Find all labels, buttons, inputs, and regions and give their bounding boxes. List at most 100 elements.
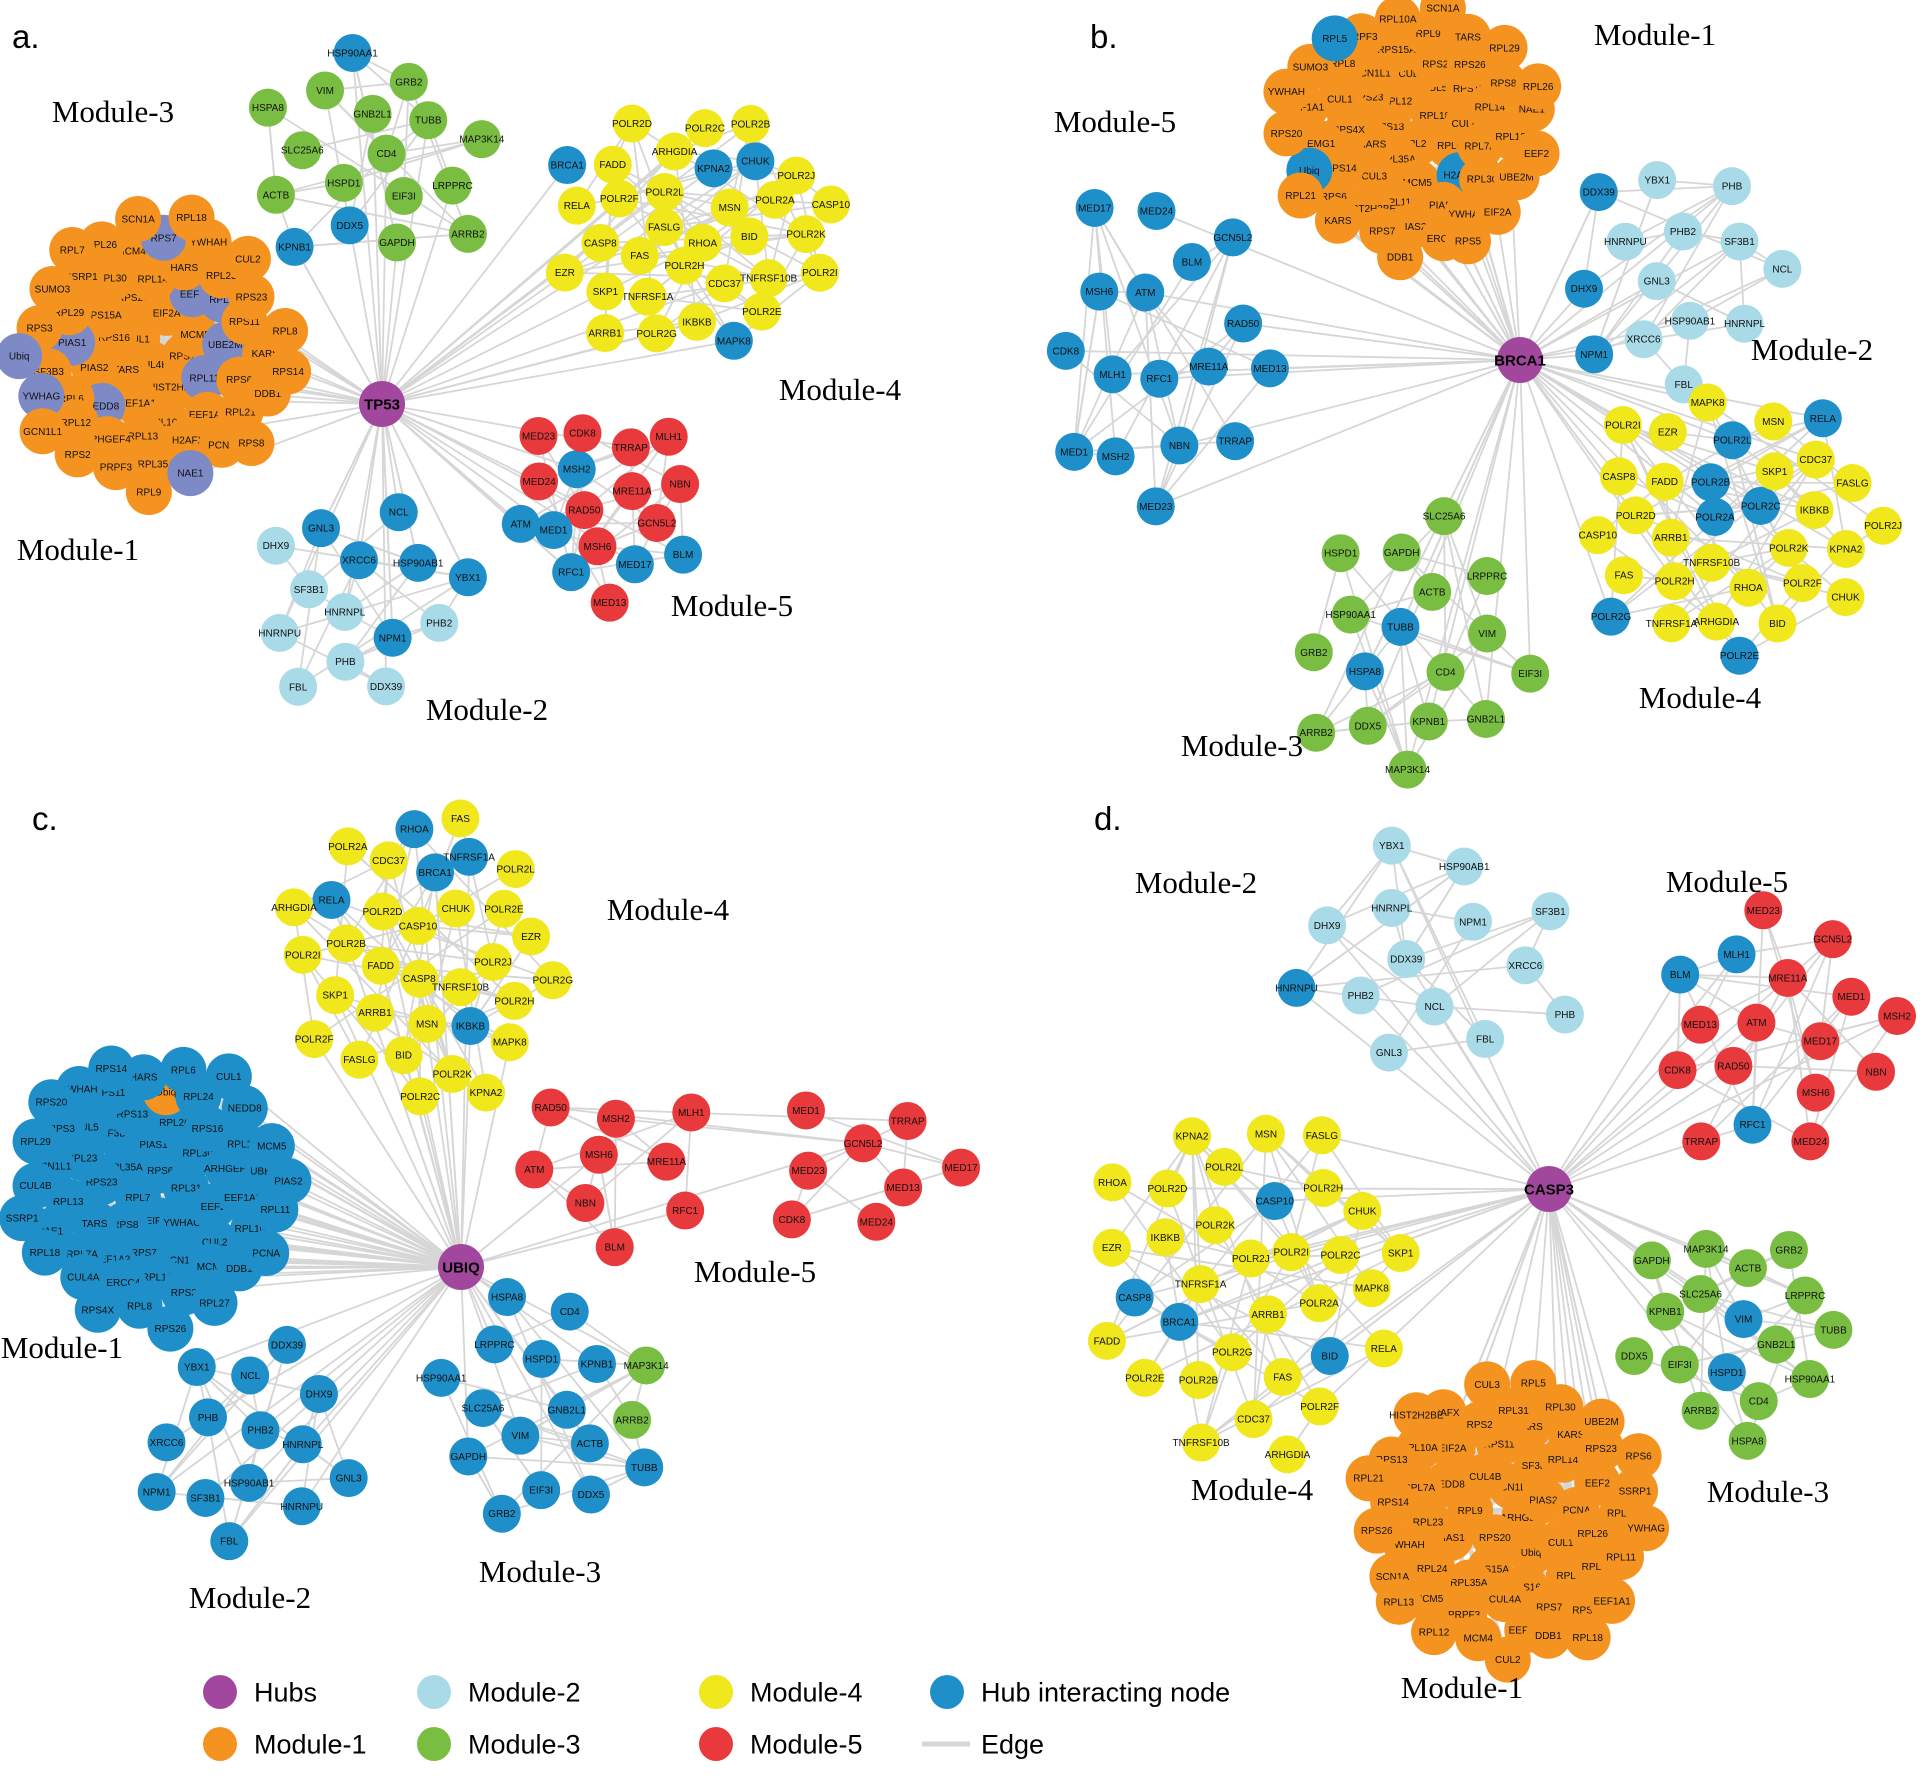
node-RELA[interactable] xyxy=(558,187,596,225)
node-RAD50[interactable] xyxy=(1714,1047,1752,1085)
node-MED24[interactable] xyxy=(857,1203,895,1241)
node-POLR2F[interactable] xyxy=(600,180,638,218)
node-EIF3I[interactable] xyxy=(385,177,423,215)
node-CASP10[interactable] xyxy=(1256,1182,1294,1220)
node-SKP1[interactable] xyxy=(1756,452,1794,490)
node-POLR2J[interactable] xyxy=(1232,1240,1270,1278)
node-MED13[interactable] xyxy=(1681,1006,1719,1044)
node-RPL27[interactable] xyxy=(191,1280,237,1326)
node-GRB2[interactable] xyxy=(390,63,428,101)
node-IKBKB[interactable] xyxy=(1795,491,1833,529)
node-GNL3[interactable] xyxy=(1638,262,1676,300)
node-FAS[interactable] xyxy=(1605,556,1643,594)
node-MAP3K14[interactable] xyxy=(1389,751,1427,789)
node-RPL12[interactable] xyxy=(1411,1609,1457,1655)
node-MSH6[interactable] xyxy=(1797,1074,1835,1112)
node-POLR2I[interactable] xyxy=(1272,1233,1310,1271)
node-MSH2[interactable] xyxy=(1097,437,1135,475)
node-VIM[interactable] xyxy=(1468,615,1506,653)
node-CASP10[interactable] xyxy=(1579,516,1617,554)
node-MSN[interactable] xyxy=(1754,402,1792,440)
node-POLR2K[interactable] xyxy=(433,1055,471,1093)
node-DDB1[interactable] xyxy=(1377,234,1423,280)
node-UBE2M[interactable] xyxy=(1579,1399,1625,1445)
node-DHX9[interactable] xyxy=(300,1375,338,1413)
node-PHB[interactable] xyxy=(1546,996,1584,1034)
node-BID[interactable] xyxy=(730,217,768,255)
node-POLR2E[interactable] xyxy=(1126,1359,1164,1397)
node-HSPD1[interactable] xyxy=(325,164,363,202)
node-DDX5[interactable] xyxy=(572,1476,610,1514)
node-FAS[interactable] xyxy=(1264,1358,1302,1396)
node-HSPA8[interactable] xyxy=(488,1278,526,1316)
node-LRPPRC[interactable] xyxy=(476,1325,514,1363)
node-MED1[interactable] xyxy=(1055,433,1093,471)
node-FADD[interactable] xyxy=(1088,1322,1126,1360)
node-POLR2G[interactable] xyxy=(534,961,572,999)
node-DDX5[interactable] xyxy=(331,206,369,244)
node-CHUK[interactable] xyxy=(736,142,774,180)
node-POLR2H[interactable] xyxy=(1656,562,1694,600)
node-POLR2B[interactable] xyxy=(327,924,365,962)
node-ARHGDIA[interactable] xyxy=(1268,1435,1306,1473)
node-RAD50[interactable] xyxy=(1224,305,1262,343)
node-SLC25A6[interactable] xyxy=(1682,1275,1720,1313)
node-BRCA1[interactable] xyxy=(416,853,454,891)
node-MRE11A[interactable] xyxy=(1769,959,1807,997)
node-DHX9[interactable] xyxy=(1308,906,1346,944)
node-CDC37[interactable] xyxy=(1235,1400,1273,1438)
node-RFC1[interactable] xyxy=(1140,360,1178,398)
node-MED17[interactable] xyxy=(1801,1022,1839,1060)
node-MED24[interactable] xyxy=(1137,192,1175,230)
node-POLR2J[interactable] xyxy=(1864,507,1902,545)
node-POLR2I[interactable] xyxy=(801,254,839,292)
node-POLR2L[interactable] xyxy=(1205,1148,1243,1186)
node-BLM[interactable] xyxy=(596,1228,634,1266)
node-NBN[interactable] xyxy=(1857,1053,1895,1091)
node-GNL3[interactable] xyxy=(302,509,340,547)
node-GAPDH[interactable] xyxy=(1383,533,1421,571)
node-RPS14[interactable] xyxy=(88,1045,134,1091)
node-HSP90AB1[interactable] xyxy=(230,1464,268,1502)
node-HSP90AB1[interactable] xyxy=(1671,302,1709,340)
node-CHUK[interactable] xyxy=(437,890,475,928)
node-FASLG[interactable] xyxy=(1834,464,1872,502)
node-POLR2D[interactable] xyxy=(364,893,402,931)
node-MED17[interactable] xyxy=(1076,189,1114,227)
node-TUBB[interactable] xyxy=(1814,1311,1852,1349)
node-KPNA2[interactable] xyxy=(1827,530,1865,568)
node-SKP1[interactable] xyxy=(586,273,624,311)
node-MSH2[interactable] xyxy=(1878,997,1916,1035)
node-EZR[interactable] xyxy=(1649,413,1687,451)
node-PHB[interactable] xyxy=(326,643,364,681)
node-EIF3I[interactable] xyxy=(1661,1345,1699,1383)
node-SCN1A[interactable] xyxy=(115,196,161,242)
node-XRCC6[interactable] xyxy=(1625,320,1663,358)
node-RPL29[interactable] xyxy=(1482,25,1528,71)
node-PHB[interactable] xyxy=(189,1398,227,1436)
node-POLR2L[interactable] xyxy=(646,173,684,211)
node-MED1[interactable] xyxy=(787,1091,825,1129)
node-FAS[interactable] xyxy=(621,237,659,275)
node-TUBB[interactable] xyxy=(625,1448,663,1486)
node-HNRNPU[interactable] xyxy=(1606,223,1644,261)
node-NPM1[interactable] xyxy=(1454,903,1492,941)
node-GCN5L2[interactable] xyxy=(844,1124,882,1162)
node-MSH6[interactable] xyxy=(580,1136,618,1174)
node-CD4[interactable] xyxy=(368,135,406,173)
node-TRRAP[interactable] xyxy=(889,1102,927,1140)
node-ARRB1[interactable] xyxy=(1249,1295,1287,1333)
node-POLR2K[interactable] xyxy=(1196,1206,1234,1244)
node-HSPA8[interactable] xyxy=(1729,1422,1767,1460)
node-YWHAG[interactable] xyxy=(1623,1505,1669,1551)
node-GCN5L2[interactable] xyxy=(638,504,676,542)
node-BLM[interactable] xyxy=(1173,243,1211,281)
node-MAPK8[interactable] xyxy=(1689,383,1727,421)
node-HSP90AA1[interactable] xyxy=(334,34,372,72)
node-TNFRSF1A[interactable] xyxy=(1652,604,1690,642)
node-RPL7[interactable] xyxy=(49,227,95,273)
node-ARHGDIA[interactable] xyxy=(1697,603,1735,641)
node-MED1[interactable] xyxy=(535,511,573,549)
node-MSN[interactable] xyxy=(1247,1115,1285,1153)
node-TRRAP[interactable] xyxy=(1216,422,1254,460)
